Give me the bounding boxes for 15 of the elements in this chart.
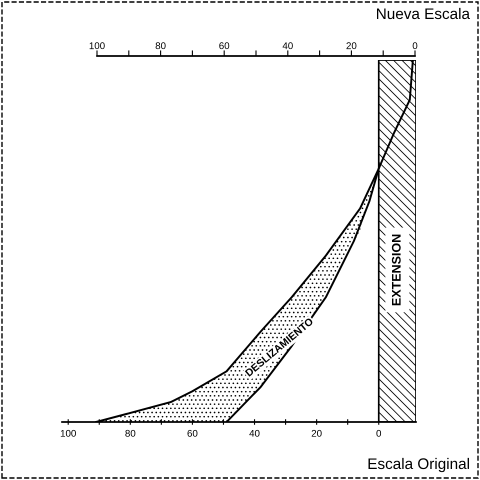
x-tick-label: 0 (376, 430, 382, 437)
x2-tick-label: 20 (346, 42, 356, 50)
x2-tick-label: 60 (219, 42, 230, 50)
x2-tick-label: 40 (282, 42, 293, 50)
x-axis-title: Escala Original (368, 458, 469, 472)
x2-tick-label: 0 (412, 42, 418, 50)
x-tick-label: 40 (249, 430, 260, 437)
x-tick-label: 60 (188, 430, 198, 437)
x-tick-label: 20 (312, 430, 322, 437)
x-tick-label: 80 (125, 430, 136, 437)
x2-tick-label: 100 (90, 42, 105, 50)
x2-axis-title: Nueva Escala (376, 8, 470, 20)
x2-tick-label: 80 (156, 42, 166, 50)
band-label: EXTENSION (392, 234, 401, 306)
x-tick-label: 100 (60, 430, 76, 437)
